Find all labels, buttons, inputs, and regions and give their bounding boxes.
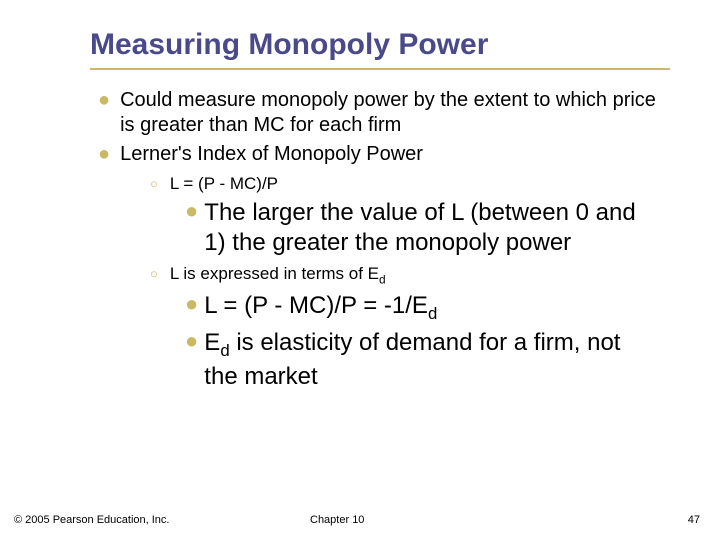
bullet-text: Ed is elasticity of demand for a firm, n… [204,328,650,391]
bullet-text: L is expressed in terms of Ed [170,263,386,287]
slide-title: Measuring Monopoly Power [90,28,670,70]
subscript: d [428,304,437,323]
bullet-marker-filled-icon: ● [185,328,198,391]
bullet-marker-filled-icon: ● [98,142,110,167]
bullet-text: L = (P - MC)/P [170,173,278,194]
bullet-level3: ● The larger the value of L (between 0 a… [185,198,650,257]
footer-chapter: Chapter 10 [310,514,364,526]
bullet-level3: ● Ed is elasticity of demand for a firm,… [185,328,650,391]
footer-page-number: 47 [688,514,700,526]
bullet-marker-hollow-icon: ○ [150,266,158,287]
text-run: E [204,329,220,356]
bullet-marker-filled-icon: ● [98,88,110,138]
slide: Measuring Monopoly Power ● Could measure… [0,0,720,540]
bullet-level1: ● Lerner's Index of Monopoly Power [98,142,660,167]
bullet-text: The larger the value of L (between 0 and… [204,198,650,257]
bullet-marker-filled-icon: ● [185,291,198,324]
subscript: d [220,341,229,360]
footer-copyright: © 2005 Pearson Education, Inc. [14,514,169,526]
text-run: L is expressed in terms of E [170,264,379,283]
bullet-level3: ● L = (P - MC)/P = -1/Ed [185,291,650,324]
text-run: L = (P - MC)/P = -1/E [204,292,428,319]
bullet-level1: ● Could measure monopoly power by the ex… [98,88,660,138]
bullet-marker-filled-icon: ● [185,198,198,257]
bullet-text: Could measure monopoly power by the exte… [120,88,660,138]
bullet-marker-hollow-icon: ○ [150,176,158,194]
bullet-text: L = (P - MC)/P = -1/Ed [204,291,437,324]
subscript: d [379,272,386,286]
bullet-level2: ○ L = (P - MC)/P [150,173,660,194]
bullet-level2: ○ L is expressed in terms of Ed [150,263,660,287]
text-run: is elasticity of demand for a firm, not … [204,329,620,389]
bullet-text: Lerner's Index of Monopoly Power [120,142,423,167]
